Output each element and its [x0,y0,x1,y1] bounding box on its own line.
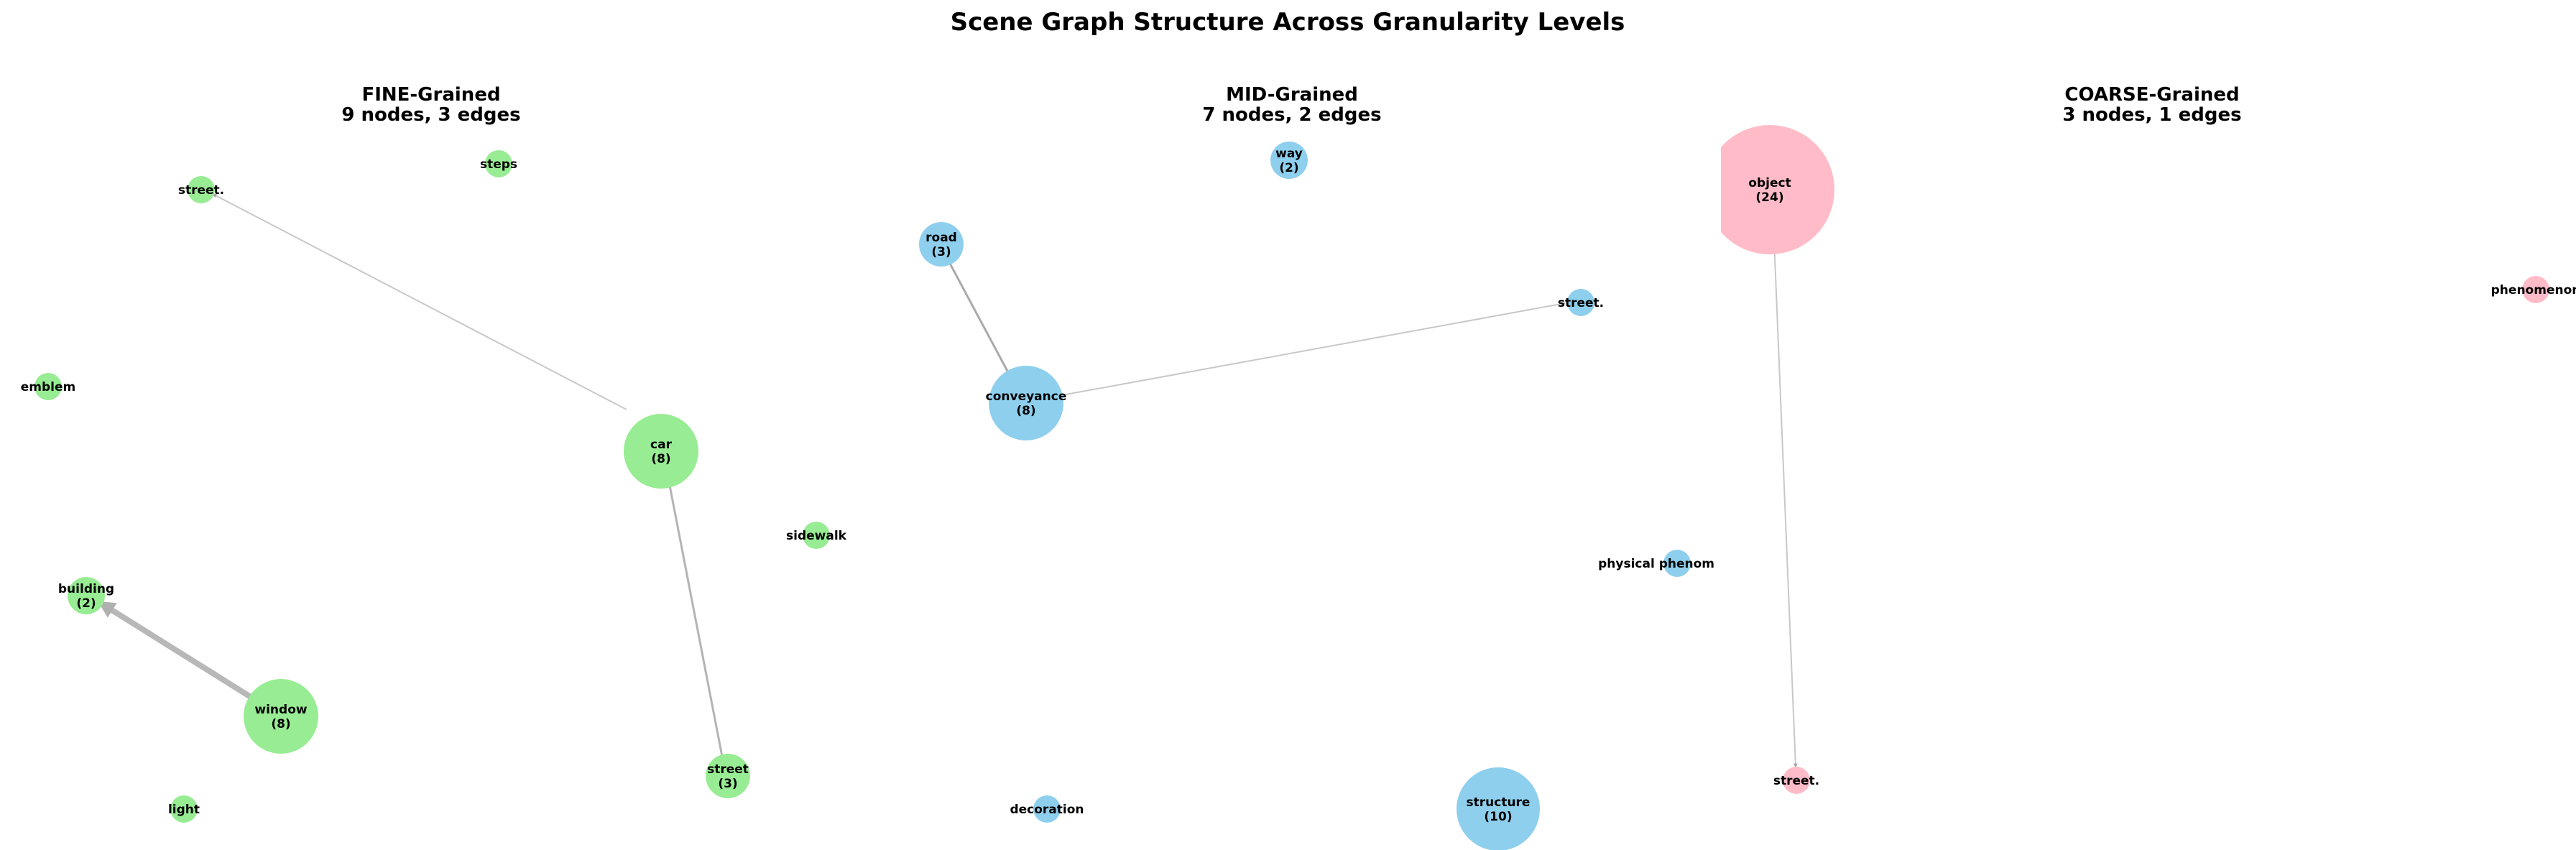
edge-layer [947,260,1566,396]
panel-subtitle: 3 nodes, 1 edges [2062,104,2241,126]
graph-node: street. [178,176,224,203]
panel-title: MID-Grained [1226,84,1358,106]
node-label: window [254,703,307,717]
graph-node: window (8) [244,679,318,754]
node-count: (8) [1016,404,1035,418]
node-layer: street. steps emblem car (8) sidewalk [21,150,847,823]
edge-layer [1773,222,1798,768]
node-count: (8) [651,452,670,466]
node-label: street. [1773,774,1819,788]
graph-edge [1061,302,1566,396]
panel-subtitle: 7 nodes, 2 edges [1202,104,1381,126]
node-label: emblem [21,380,75,394]
node-count: (24) [1755,190,1783,205]
node-label: structure [1467,795,1531,810]
node-label: way [1275,147,1303,161]
graph-node: car (8) [624,414,698,489]
graph-edge [97,599,261,705]
node-label: steps [480,157,517,172]
node-label: street [707,762,749,777]
graph-edge [212,193,627,410]
graph-node: street. [1558,289,1604,316]
graph-node: physical phenom [1598,550,1714,577]
node-label: conveyance [986,389,1067,404]
graph-node: building (2) [58,577,114,614]
node-label: road [925,231,957,245]
node-label: building [58,582,114,596]
panel-subtitle: 9 nodes, 3 edges [341,104,520,126]
graph-node: road (3) [919,222,964,267]
graph-node: phenomenon [2491,276,2576,303]
node-count: (2) [1279,161,1298,175]
node-layer: object (24) phenomenon street. [1721,125,2576,794]
node-label: street. [178,183,224,198]
graph-node: way (2) [1270,142,1308,179]
panel-fine: FINE-Grained 9 nodes, 3 edges street. st… [21,84,847,823]
node-label: sidewalk [786,529,847,543]
node-label: object [1748,176,1791,190]
graph-node: decoration [1010,795,1084,823]
graph-edge [665,470,724,761]
node-count: (10) [1484,810,1512,824]
panel-title: FINE-Grained [361,84,500,106]
node-count: (8) [271,717,290,731]
node-count: (3) [931,245,951,259]
graph-node: structure (10) [1456,767,1540,850]
graph-node: steps [480,150,517,177]
graph-node: street. [1773,767,1819,794]
node-label: physical phenom [1598,557,1714,571]
graph-node: emblem [21,373,75,400]
node-label: car [650,438,673,452]
node-label: street. [1558,296,1604,310]
panel-mid: MID-Grained 7 nodes, 2 edges way (2) roa… [919,84,1714,850]
graph-edge [947,260,1011,376]
graph-node: object (24) [1721,125,1834,254]
node-count: (2) [76,596,96,611]
figure-title: Scene Graph Structure Across Granularity… [951,8,1625,37]
node-layer: way (2) road (3) street. conveyance (8) [919,142,1714,850]
graph-node: street (3) [706,754,750,798]
node-label: light [168,803,200,817]
panel-title: COARSE-Grained [2064,84,2239,106]
node-label: decoration [1010,803,1084,817]
graph-edge [1773,222,1798,768]
panel-coarse: COARSE-Grained 3 nodes, 1 edges object (… [1721,84,2576,794]
node-label: phenomenon [2491,283,2576,297]
graph-node: light [168,795,200,823]
node-count: (3) [718,777,737,791]
graph-node: sidewalk [786,522,847,549]
edge-layer [97,193,724,761]
graph-node: conveyance (8) [986,366,1067,440]
